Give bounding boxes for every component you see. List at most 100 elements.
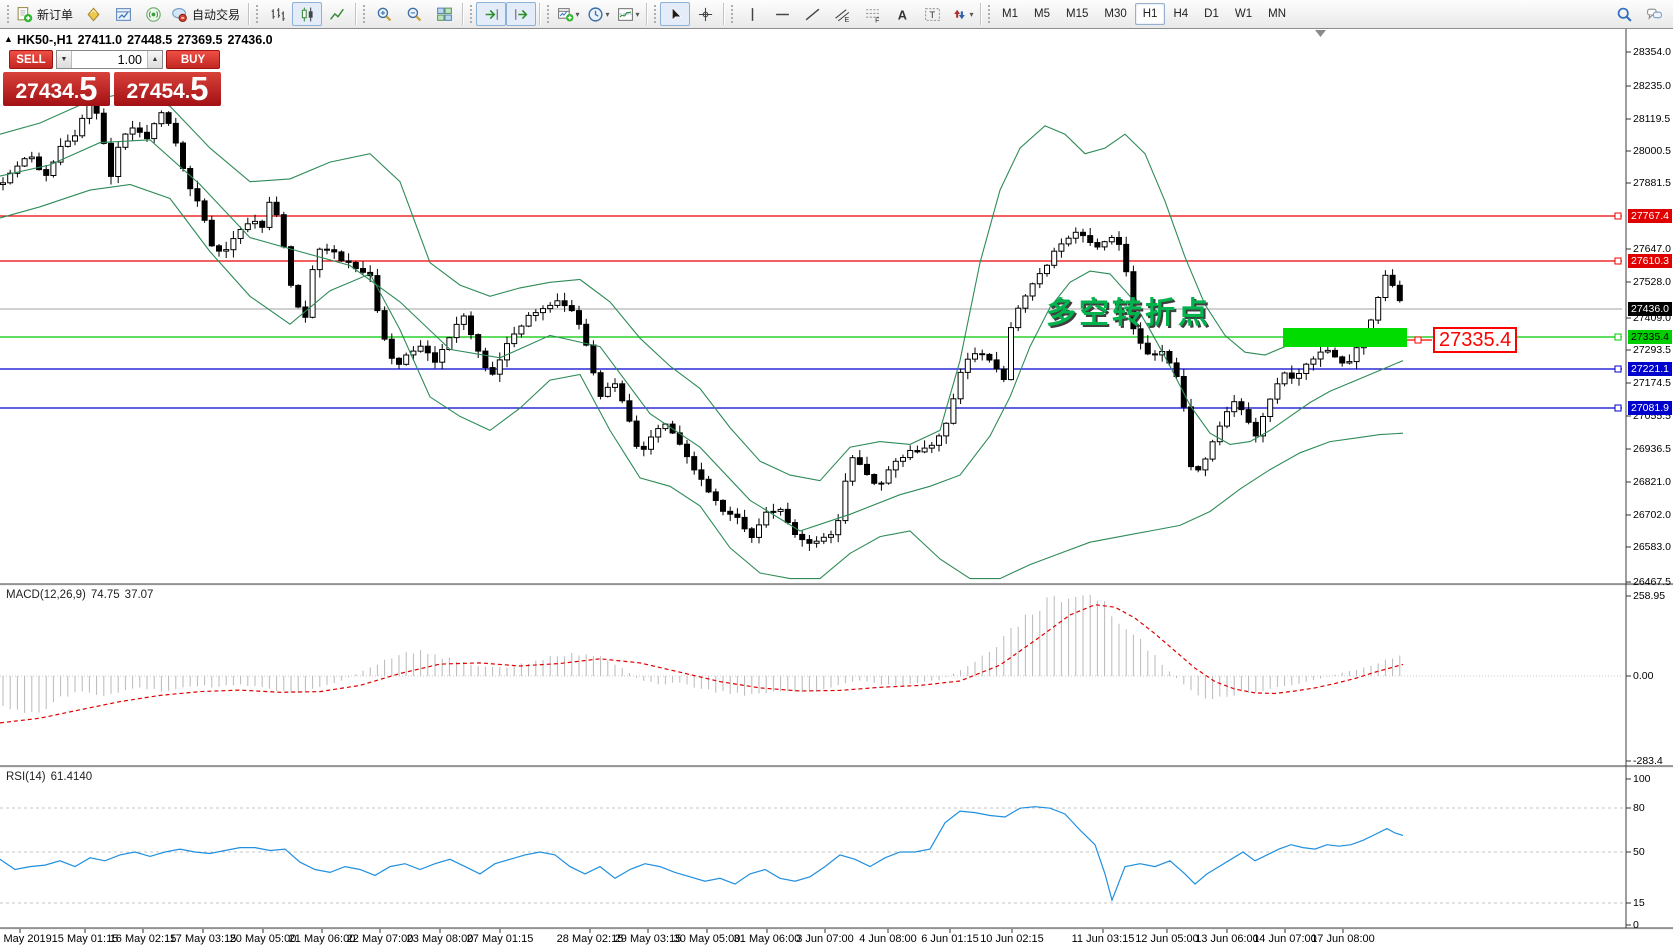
sell-price-panel[interactable]: 27434. 5 xyxy=(3,72,110,106)
dropdown-arrow-icon[interactable]: ▾ xyxy=(605,9,610,19)
toolbar: 新订单 自动交易 ▾ ▾ ▾ E F A T ▾ M1 M5 M15 M30 H1 H4 D1 W1 MN xyxy=(0,0,1673,29)
text-button[interactable]: A xyxy=(887,2,917,26)
fibonacci-icon: F xyxy=(864,6,881,23)
macd-axis-tick: 258.95 xyxy=(1633,590,1666,602)
green-zone-rectangle xyxy=(1283,328,1407,347)
periods-button[interactable]: ▾ xyxy=(583,2,613,26)
ohlc-high: 27448.5 xyxy=(127,33,173,47)
zoom-in-button[interactable] xyxy=(369,2,399,26)
timeframe-button-d1[interactable]: D1 xyxy=(1204,8,1219,20)
toolbar-separator xyxy=(723,3,726,25)
timeframe-button-h4[interactable]: H4 xyxy=(1173,8,1189,20)
bollinger-middle-band xyxy=(0,139,1404,532)
fibonacci-button[interactable]: F xyxy=(857,2,887,26)
timeframe-button-w1[interactable]: W1 xyxy=(1234,8,1253,20)
vertical-line-button[interactable] xyxy=(737,2,767,26)
buy-price-panel[interactable]: 27454. 5 xyxy=(114,72,221,106)
tile-windows-button[interactable] xyxy=(429,2,459,26)
indicators-button[interactable]: ▾ xyxy=(553,2,583,26)
line-chart-button[interactable] xyxy=(322,2,352,26)
one-click-collapse-arrow[interactable]: ▲ xyxy=(4,34,13,44)
rsi-pane xyxy=(0,806,1626,904)
templates-icon xyxy=(617,6,634,23)
price-callout-box[interactable]: 27335.4 xyxy=(1433,327,1518,353)
rsi-indicator-label: RSI(14) 61.4140 xyxy=(6,771,97,783)
templates-button[interactable]: ▾ xyxy=(613,2,643,26)
rsi-value: 61.4140 xyxy=(50,771,93,783)
search-button[interactable] xyxy=(1609,2,1639,26)
time-axis-tick: 14 Jun 07:00 xyxy=(1253,933,1317,945)
text-icon: A xyxy=(894,6,911,23)
timeframe-button-m1[interactable]: M1 xyxy=(1002,8,1019,20)
cursor-button[interactable] xyxy=(660,2,691,26)
svg-text:A: A xyxy=(897,7,906,22)
buy-button[interactable]: BUY xyxy=(166,50,220,69)
time-axis-tick: 11 Jun 03:15 xyxy=(1071,933,1135,945)
sell-button[interactable]: SELL xyxy=(9,50,53,69)
timeframe-button-h1[interactable]: H1 xyxy=(1134,3,1166,25)
svg-text:F: F xyxy=(875,17,879,23)
sell-price-big-digit: 5 xyxy=(79,70,98,107)
time-axis-tick: 29 May 03:15 xyxy=(614,933,682,945)
price-axis-tick: 26583.0 xyxy=(1633,541,1671,553)
volume-increase-button[interactable]: ▲ xyxy=(147,51,162,68)
new-order-icon xyxy=(16,6,33,23)
timeframe-button-mn[interactable]: MN xyxy=(1268,8,1286,20)
bar-chart-button[interactable] xyxy=(262,2,292,26)
volume-decrease-button[interactable]: ▼ xyxy=(57,51,72,68)
toolbar-separator xyxy=(248,3,251,25)
macd-axis-tick: -283.4 xyxy=(1633,755,1663,767)
metaeditor-button[interactable] xyxy=(78,2,108,26)
dropdown-arrow-icon[interactable]: ▾ xyxy=(969,9,974,19)
price-axis-tick: 27881.5 xyxy=(1633,177,1671,189)
text-label-button[interactable]: T xyxy=(917,2,947,26)
toolbar-grip xyxy=(6,4,10,24)
callout-anchor-marker xyxy=(1414,336,1422,344)
new-order-button-label: 新订单 xyxy=(37,7,74,22)
signals-button[interactable] xyxy=(138,2,168,26)
volume-input[interactable]: 1.00 xyxy=(117,52,142,67)
price-axis-tick: 28235.0 xyxy=(1633,80,1671,92)
macd-indicator-label: MACD(12,26,9) 74.75 37.07 xyxy=(6,589,158,601)
chart-shift-icon xyxy=(513,6,530,23)
svg-text:T: T xyxy=(929,10,935,21)
time-axis-tick: 28 May 02:15 xyxy=(556,933,624,945)
trendline-icon xyxy=(804,6,821,23)
price-axis-tick: 27647.0 xyxy=(1633,243,1671,255)
timeframe-button-m5[interactable]: M5 xyxy=(1034,8,1050,20)
price-axis-tick: 26936.5 xyxy=(1633,443,1671,455)
timeframe-button-m30[interactable]: M30 xyxy=(1104,8,1127,20)
chart-text-annotation[interactable]: 多空转折点 xyxy=(1046,297,1211,330)
toolbar-grip xyxy=(653,4,658,24)
crosshair-button[interactable] xyxy=(690,2,720,26)
price-axis-badge-27436.0: 27436.0 xyxy=(1628,302,1672,316)
dropdown-arrow-icon[interactable]: ▾ xyxy=(635,9,640,19)
toolbar-grip xyxy=(546,4,551,24)
ohlc-open: 27411.0 xyxy=(77,33,123,47)
zoom-out-button[interactable] xyxy=(399,2,429,26)
horizontal-line-button[interactable] xyxy=(767,2,797,26)
chat-button[interactable] xyxy=(1639,2,1669,26)
arrows-icon xyxy=(951,6,968,23)
time-axis-tick: 30 May 05:00 xyxy=(673,933,741,945)
price-axis-badge-27335.4: 27335.4 xyxy=(1628,330,1672,344)
line-chart-icon xyxy=(329,6,346,23)
auto-scroll-button[interactable] xyxy=(476,2,507,26)
timeframe-button-m15[interactable]: M15 xyxy=(1066,8,1089,20)
trend-line-button[interactable] xyxy=(797,2,827,26)
chart-shift-button[interactable] xyxy=(506,2,537,26)
diamond-icon xyxy=(85,6,102,23)
zoom-in-icon xyxy=(376,6,393,23)
market-watch-button[interactable] xyxy=(108,2,138,26)
time-axis-tick: 23 May 08:00 xyxy=(406,933,474,945)
equidistant-channel-button[interactable]: E xyxy=(827,2,857,26)
candlestick-button[interactable] xyxy=(292,2,323,26)
chart-shift-marker-icon xyxy=(1315,30,1326,37)
new-order-button[interactable]: 新订单 xyxy=(13,2,78,26)
dropdown-arrow-icon[interactable]: ▾ xyxy=(575,9,580,19)
auto-trading-button[interactable]: 自动交易 xyxy=(168,2,245,26)
rsi-line xyxy=(0,806,1404,903)
time-axis-tick: 15 May 01:15 xyxy=(51,933,119,945)
arrows-button[interactable]: ▾ xyxy=(947,2,977,26)
toolbar-grip xyxy=(469,4,474,24)
